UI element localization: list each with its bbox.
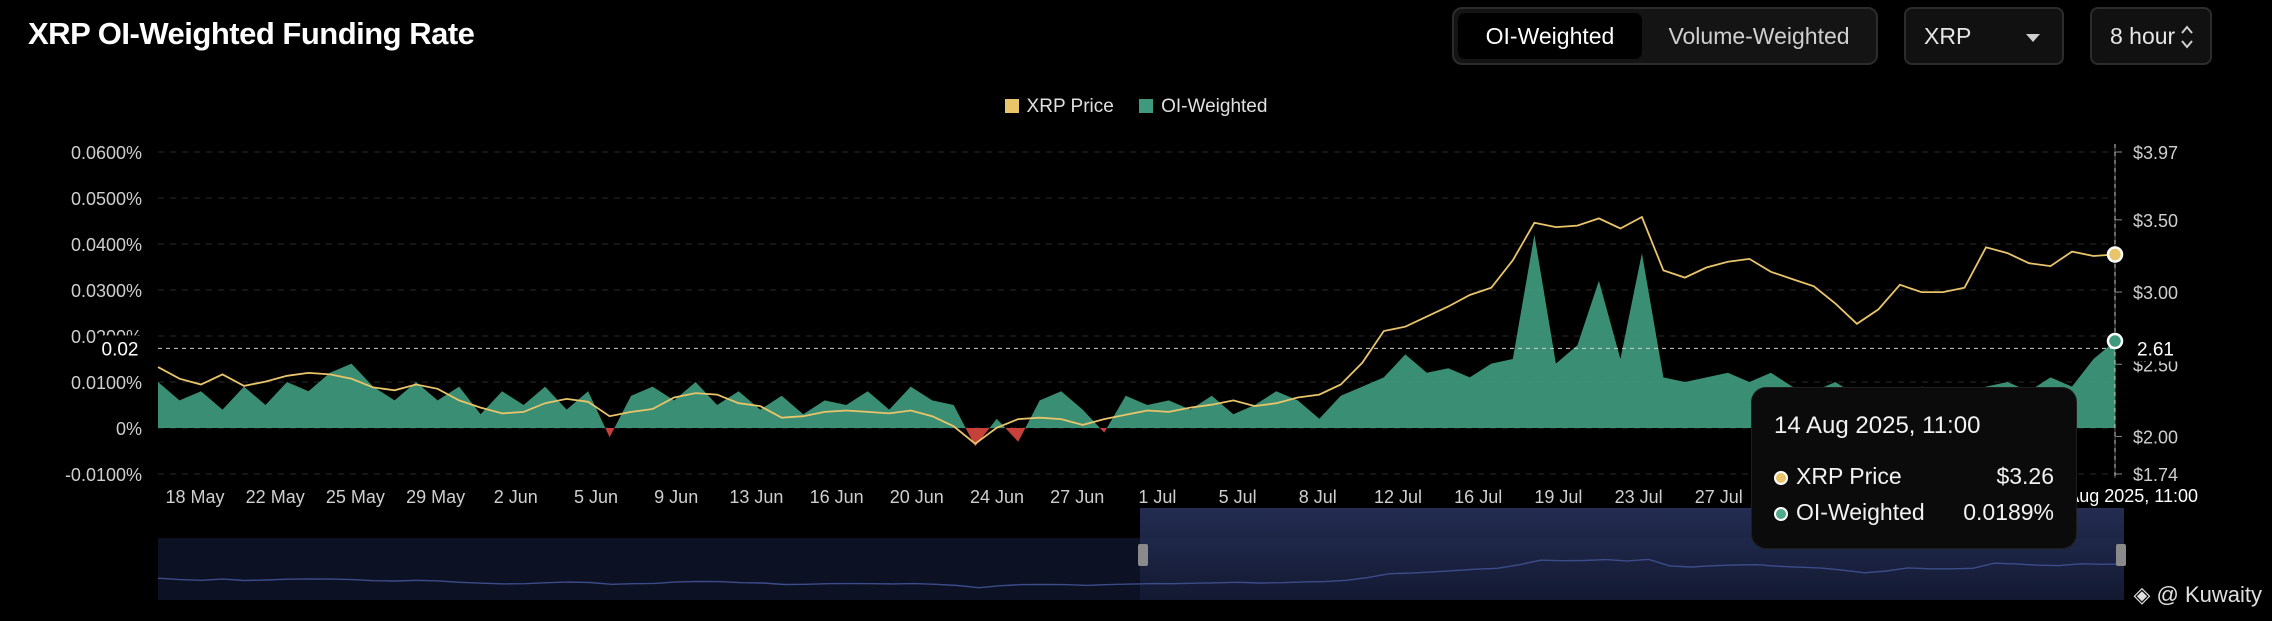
crosshair: 0.02 2.61 14 Aug 2025, 11:00: [96, 144, 2203, 509]
tooltip-value-oi: 0.0189%: [1963, 499, 2054, 525]
navigator-handle: [2116, 544, 2126, 566]
y-axis-left: 0.0600%0.0500%0.0400%0.0300%0.0200%0.010…: [65, 143, 142, 485]
crosshair-x-value: 14 Aug 2025, 11:00: [2043, 486, 2198, 506]
y-left-tick-label: 0.0100%: [71, 373, 142, 393]
tooltip-row-price: XRP Price $3.26: [1774, 463, 2054, 490]
tab-oi-weighted[interactable]: OI-Weighted: [1458, 13, 1642, 59]
y-right-tick-label: $3.50: [2133, 211, 2178, 231]
watermark-text: @ Kuwaity: [2156, 582, 2262, 607]
x-tick-label: 20 Jun: [890, 487, 944, 507]
tooltip-date: 14 Aug 2025, 11:00: [1774, 412, 1981, 439]
oi-marker: [2106, 332, 2124, 350]
x-axis: 18 May 22 May 25 May 29 May 2 Jun 5 Jun 9 Jun 1…: [165, 487, 1742, 507]
tooltip-label-price: XRP Price: [1796, 463, 1902, 489]
y-right-tick-label: $3.00: [2133, 283, 2178, 303]
x-tick-label: 5 Jul: [1219, 487, 1257, 507]
xrp-price-line: [157, 215, 2116, 445]
y-left-tick-label: 0.0400%: [71, 235, 142, 255]
oi-positive-area: [158, 234, 2115, 428]
legend-swatch-price: [1004, 99, 1019, 113]
x-tick-label: 25 May: [326, 487, 385, 507]
x-tick-label: 19 Jul: [1534, 487, 1582, 507]
oi-weighted-area: [158, 234, 2115, 447]
x-tick-label: 9 Jun: [654, 487, 698, 507]
diamond-logo-icon: ◈: [2133, 582, 2151, 607]
x-tick-label: 29 May: [406, 487, 465, 507]
up-down-chevron-icon: [2181, 25, 2193, 49]
navigator-line: [157, 558, 2125, 589]
chevron-down-icon: [2026, 34, 2040, 42]
x-tick-label: 16 Jul: [1454, 487, 1502, 507]
watermark: ◈ @ Kuwaity: [2133, 582, 2262, 608]
coin-select[interactable]: XRP: [1904, 7, 2064, 65]
crosshair-left-value: 0.02: [102, 339, 139, 360]
crosshair-right-value: 2.61: [2137, 339, 2174, 360]
tooltip-dot-oi: [1774, 507, 1788, 521]
crosshair-x-label-bg: [2070, 481, 2203, 509]
page-title: XRP OI-Weighted Funding Rate: [28, 16, 475, 51]
x-tick-label: 1 Jul: [1138, 487, 1176, 507]
x-tick-label: 8 Jul: [1299, 487, 1337, 507]
x-tick-label: 12 Jul: [1374, 487, 1422, 507]
y-left-tick-label: 0.0600%: [71, 143, 142, 163]
x-tick-label: 18 May: [165, 487, 224, 507]
legend-item-xrp-price[interactable]: XRP Price: [1004, 96, 1114, 118]
y-axis-right: $3.97$3.50$3.00$2.50$2.00$1.74: [2114, 143, 2178, 485]
x-tick-label: 5 Jun: [574, 487, 618, 507]
weighting-toggle: OI-Weighted Volume-Weighted: [1452, 7, 1878, 65]
y-right-tick-label: $3.97: [2133, 143, 2178, 163]
navigator-handle: [1138, 544, 1148, 566]
legend-swatch-oi: [1139, 99, 1154, 113]
legend-item-oi-weighted[interactable]: OI-Weighted: [1139, 96, 1267, 118]
x-tick-label: 22 May: [246, 487, 305, 507]
tooltip-label-oi: OI-Weighted: [1796, 499, 1925, 525]
tooltip-value-price: $3.26: [1996, 463, 2054, 489]
tab-volume-weighted[interactable]: Volume-Weighted: [1668, 23, 1850, 49]
y-left-tick-label: 0%: [116, 419, 142, 439]
x-tick-label: 27 Jul: [1695, 487, 1743, 507]
tooltip-dot-price: [1774, 471, 1788, 485]
price-marker: [2106, 246, 2124, 263]
chart-tooltip: 14 Aug 2025, 11:00 XRP Price $3.26 OI-We…: [1752, 388, 2076, 548]
legend-label-price: XRP Price: [1026, 96, 1114, 117]
y-right-tick-label: $2.00: [2133, 427, 2178, 447]
x-tick-label: 24 Jun: [970, 487, 1024, 507]
y-right-tick-label: $1.74: [2133, 465, 2178, 485]
crosshair-left-label-bg: [96, 335, 150, 362]
chart-legend: XRP Price OI-Weighted: [0, 96, 2272, 118]
interval-select-value: 8 hour: [2110, 23, 2176, 49]
x-tick-label: 2 Jun: [494, 487, 538, 507]
y-left-tick-label: 0.0500%: [71, 189, 142, 209]
y-left-tick-label: 0.0300%: [71, 281, 142, 301]
crosshair-right-label-bg: [2125, 335, 2181, 362]
price-line-path: [157, 215, 2116, 445]
x-tick-label: 16 Jun: [810, 487, 864, 507]
tooltip-row-oi: OI-Weighted 0.0189%: [1774, 499, 2054, 526]
range-navigator[interactable]: [157, 508, 2126, 600]
x-tick-label: 23 Jul: [1615, 487, 1663, 507]
interval-select[interactable]: 8 hour: [2090, 7, 2212, 65]
coin-select-value: XRP: [1924, 23, 1972, 49]
x-tick-label: 27 Jun: [1050, 487, 1104, 507]
x-tick-label: 13 Jun: [729, 487, 783, 507]
legend-label-oi: OI-Weighted: [1161, 96, 1268, 117]
y-left-tick-label: -0.0100%: [65, 465, 142, 485]
